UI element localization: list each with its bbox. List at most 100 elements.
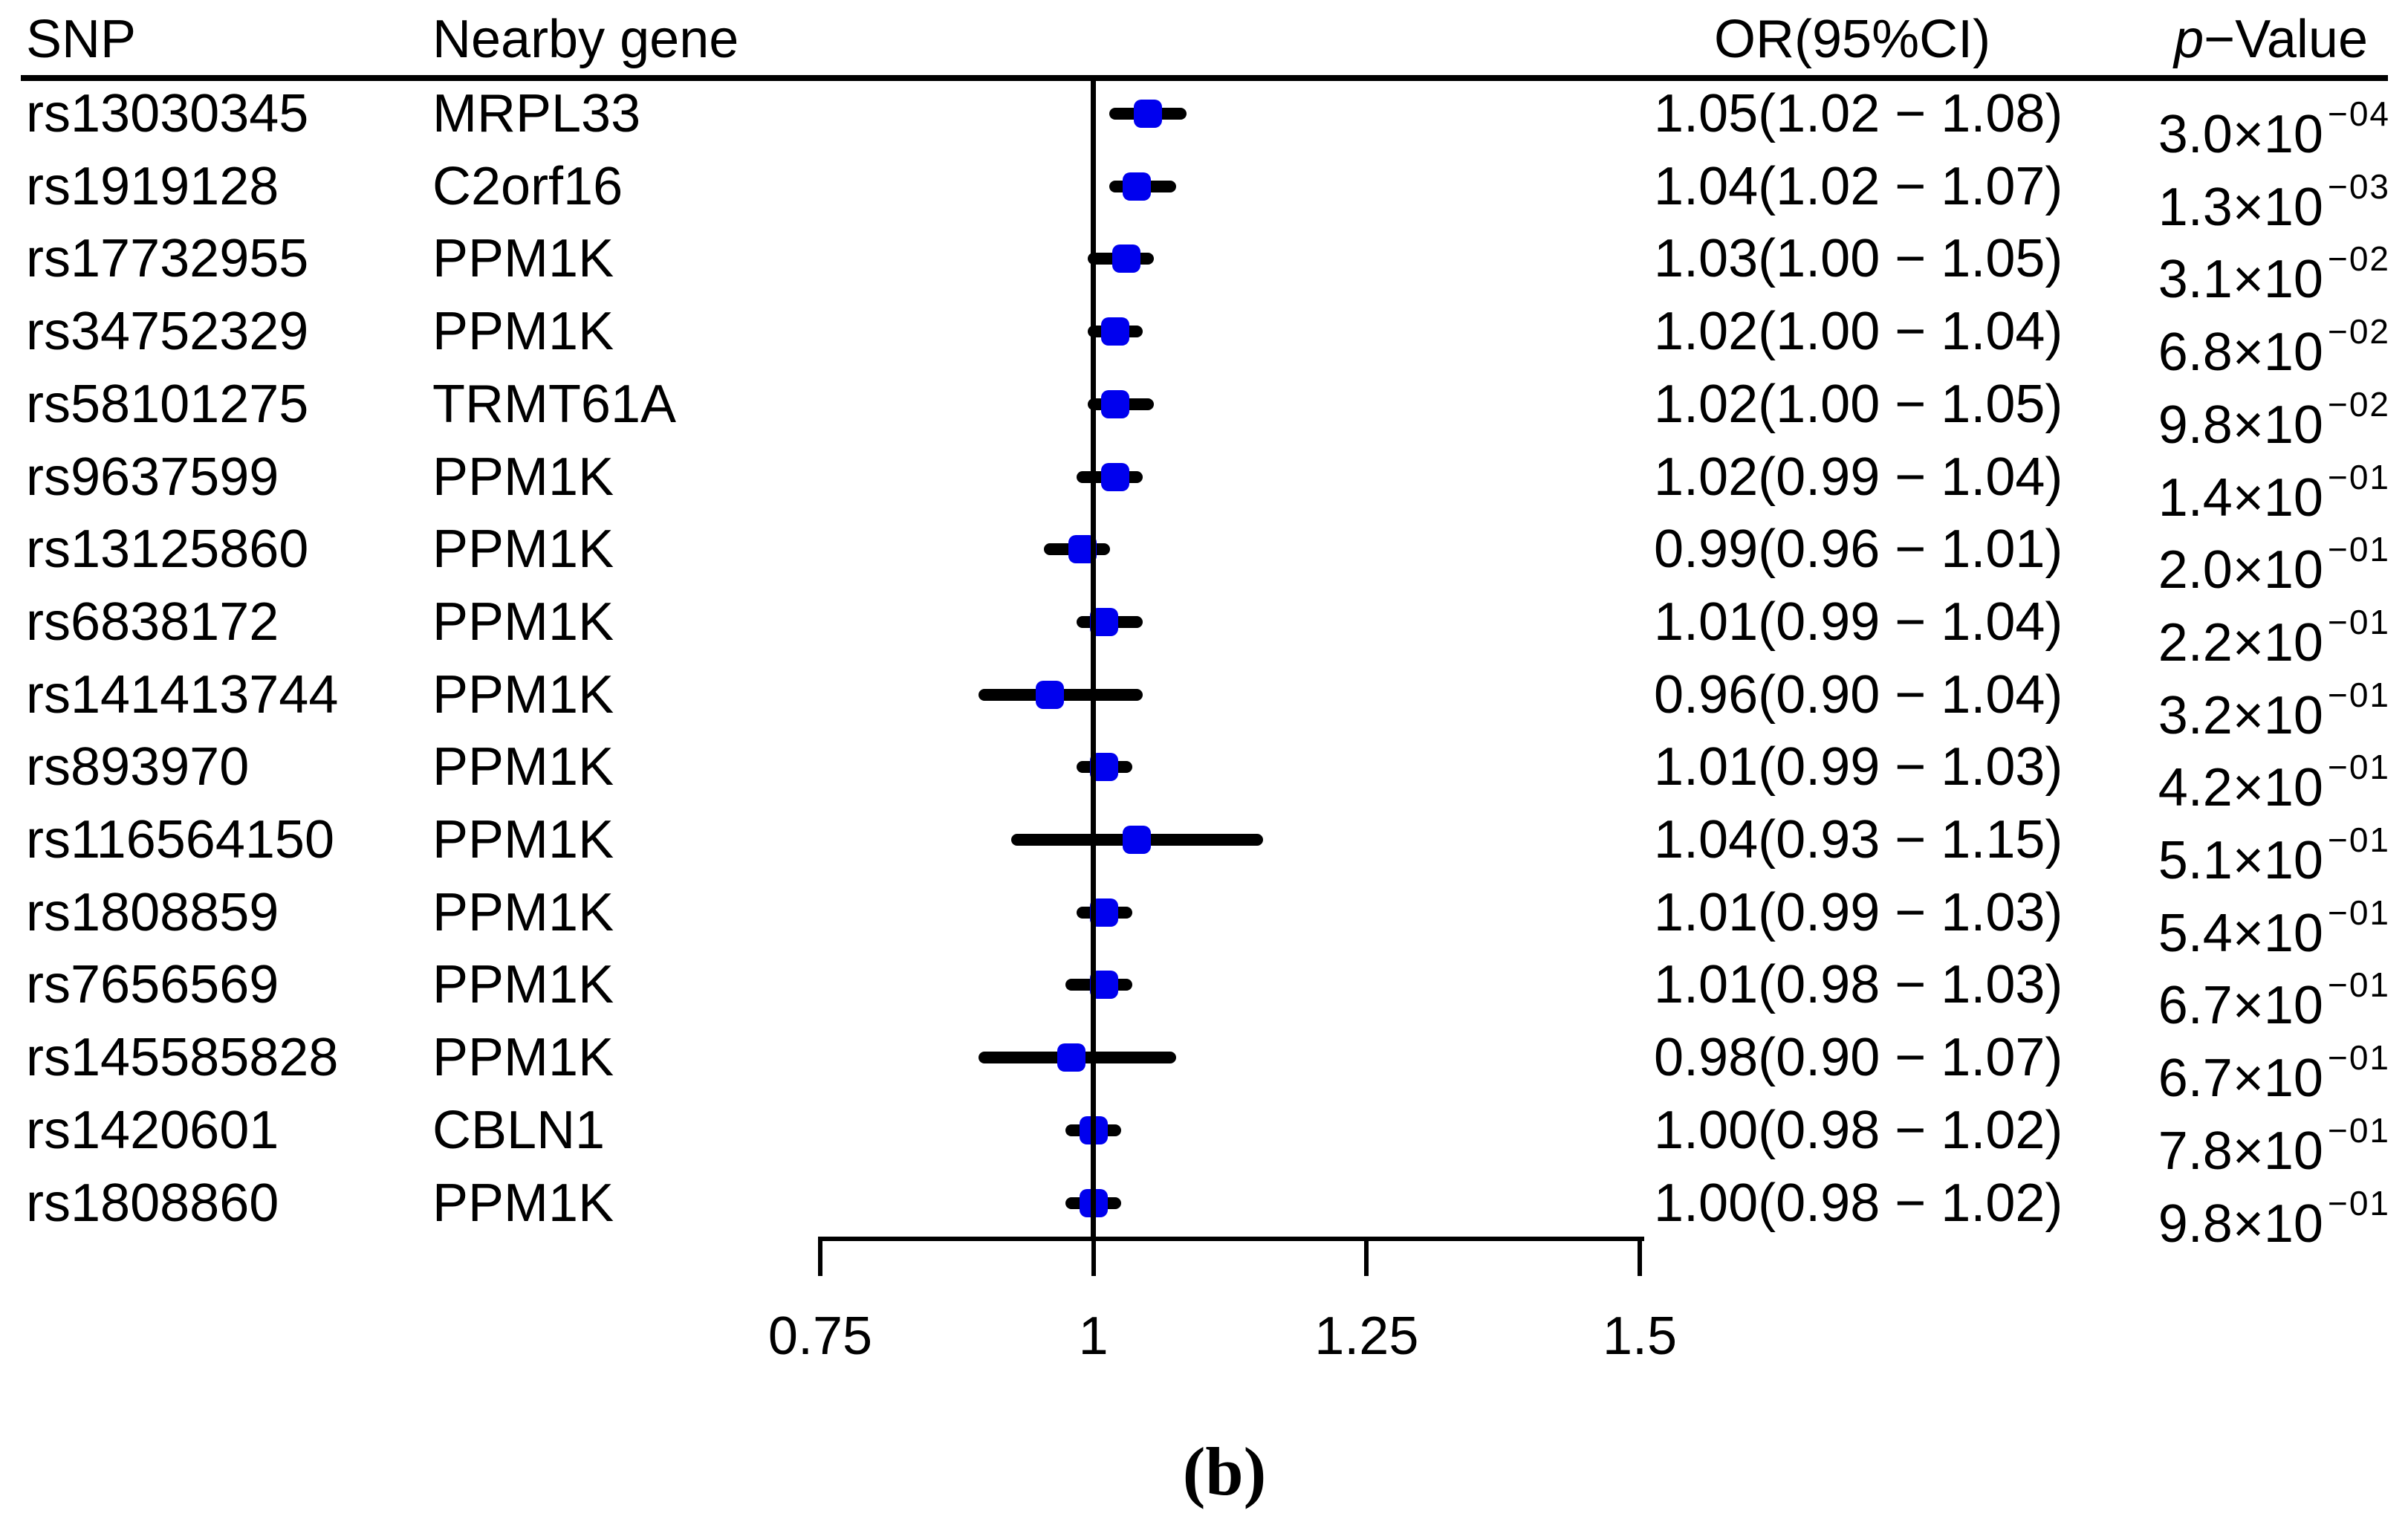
gene-label: PPM1K [432,664,614,725]
x-axis-tick [1638,1237,1642,1276]
p-value: 6.7×10 −01 [2158,948,2390,1035]
p-value-exponent: −01 [2327,1183,2390,1223]
gene-label: PPM1K [432,447,614,507]
snp-label: rs1420601 [26,1100,279,1160]
p-value-base: 6.7×10 [2158,976,2323,1036]
p-value-exponent: −04 [2327,94,2390,133]
or-ci-value: 1.02(0.99 − 1.04) [1654,447,2063,507]
gene-label: PPM1K [432,1028,614,1088]
or-ci-value: 1.05(1.02 − 1.08) [1654,84,2063,143]
gene-label: CBLN1 [432,1100,606,1160]
or-ci-value: 1.00(0.98 − 1.02) [1654,1100,2063,1160]
snp-label: rs141413744 [26,664,339,725]
p-value: 5.1×10 −01 [2158,803,2390,890]
x-axis-tick-label: 0.75 [767,1306,873,1366]
p-value-exponent: −01 [2327,1110,2390,1150]
gene-label: PPM1K [432,302,614,362]
p-value: 6.8×10 −02 [2158,295,2390,382]
p-value-base: 3.0×10 [2158,105,2323,164]
or-marker [1101,317,1130,346]
gene-label: PPM1K [432,810,614,870]
p-value-exponent: −01 [2327,457,2390,496]
snp-label: rs6838172 [26,592,279,652]
or-marker [1101,389,1130,418]
x-axis-tick [1364,1237,1369,1276]
or-ci-value: 1.01(0.99 − 1.04) [1654,592,2063,652]
column-header-p-value: p−Value [2174,3,2368,76]
p-value: 3.0×10 −04 [2158,77,2390,164]
p-value-base: 6.7×10 [2158,1049,2323,1109]
p-value-exponent: −01 [2327,820,2390,859]
p-value-exponent: −03 [2327,166,2390,206]
or-ci-value: 1.01(0.98 − 1.03) [1654,955,2063,1015]
snp-label: rs893970 [26,737,250,797]
snp-label: rs9637599 [26,447,279,507]
p-value-exponent: −02 [2327,239,2390,279]
p-value-base: 2.2×10 [2158,612,2323,673]
p-value-exponent: −01 [2327,530,2390,569]
p-value: 3.1×10 −02 [2158,222,2390,309]
or-marker [1123,826,1152,854]
p-value: 4.2×10 −01 [2158,731,2390,817]
column-header-snp: SNP [26,10,137,69]
p-value-base: 2.0×10 [2158,540,2323,600]
p-value-exponent: −01 [2327,748,2390,787]
gene-label: PPM1K [432,592,614,652]
snp-label: rs58101275 [26,374,309,434]
p-value: 9.8×10 −02 [2158,368,2390,455]
snp-label: rs34752329 [26,302,309,362]
p-value-header-rest: −Value [2204,10,2368,69]
gene-label: PPM1K [432,519,614,580]
or-ci-value: 0.99(0.96 − 1.01) [1654,519,2063,580]
or-marker [1035,680,1064,709]
snp-label: rs145585828 [26,1028,339,1088]
p-value-base: 9.8×10 [2158,395,2323,455]
gene-label: C2orf16 [432,156,623,216]
column-header-or-ci: OR(95%CI) [1714,10,1991,69]
snp-label: rs1808859 [26,882,279,942]
p-value-base: 6.8×10 [2158,323,2323,383]
snp-label: rs13030345 [26,84,309,143]
p-value-base: 4.2×10 [2158,758,2323,818]
snp-label: rs17732955 [26,229,309,289]
snp-label: rs1808860 [26,1173,279,1233]
snp-label: rs1919128 [26,156,279,216]
p-value: 3.2×10 −01 [2158,658,2390,745]
p-value-exponent: −01 [2327,893,2390,932]
p-value-base: 1.3×10 [2158,177,2323,237]
or-marker [1123,172,1152,201]
x-axis-tick-label: 1.5 [1602,1306,1678,1366]
x-axis-line [820,1237,1644,1241]
gene-label: MRPL33 [432,84,641,143]
or-ci-value: 1.01(0.99 − 1.03) [1654,737,2063,797]
gene-label: PPM1K [432,229,614,289]
p-value-header-italic-p: p [2174,10,2204,69]
p-value: 5.4×10 −01 [2158,876,2390,963]
gene-label: PPM1K [432,1173,614,1233]
column-header-nearby-gene: Nearby gene [432,10,739,69]
p-value-base: 1.4×10 [2158,467,2323,528]
p-value: 6.7×10 −01 [2158,1021,2390,1108]
p-value-exponent: −01 [2327,675,2390,714]
x-axis-tick-label: 1.25 [1314,1306,1419,1366]
panel-label: (b) [1182,1434,1267,1509]
p-value-base: 5.1×10 [2158,831,2323,890]
p-value-exponent: −01 [2327,965,2390,1005]
p-value-exponent: −02 [2327,384,2390,424]
or-ci-value: 1.04(1.02 − 1.07) [1654,156,2063,216]
p-value-base: 3.1×10 [2158,250,2323,310]
or-ci-value: 1.00(0.98 − 1.02) [1654,1173,2063,1233]
p-value: 1.4×10 −01 [2158,441,2390,528]
or-marker [1101,462,1130,491]
or-ci-value: 1.02(1.00 − 1.05) [1654,374,2063,434]
or-ci-value: 1.02(1.00 − 1.04) [1654,302,2063,362]
p-value-exponent: −01 [2327,1038,2390,1078]
p-value: 7.8×10 −01 [2158,1094,2390,1181]
p-value: 1.3×10 −03 [2158,150,2390,237]
p-value-base: 7.8×10 [2158,1121,2323,1181]
or-ci-value: 0.98(0.90 − 1.07) [1654,1028,2063,1088]
p-value-base: 3.2×10 [2158,685,2323,745]
p-value: 2.0×10 −01 [2158,513,2390,600]
snp-label: rs116564150 [26,810,335,870]
p-value: 9.8×10 −01 [2158,1167,2390,1254]
